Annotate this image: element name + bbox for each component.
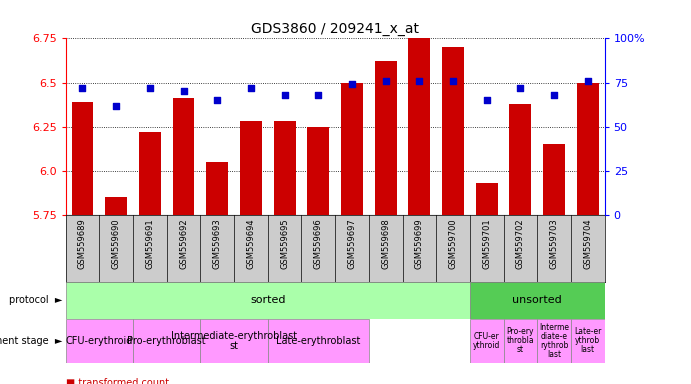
Point bbox=[549, 92, 560, 98]
Point bbox=[414, 78, 425, 84]
Text: GSM559689: GSM559689 bbox=[78, 218, 87, 269]
Text: Late-erythroblast: Late-erythroblast bbox=[276, 336, 361, 346]
Bar bbox=[504, 319, 537, 363]
Point bbox=[515, 85, 526, 91]
Bar bbox=[66, 319, 133, 363]
Point bbox=[313, 92, 324, 98]
Bar bbox=[200, 319, 267, 363]
Bar bbox=[571, 319, 605, 363]
Point bbox=[245, 85, 256, 91]
Text: GSM559697: GSM559697 bbox=[348, 218, 357, 269]
Point bbox=[178, 88, 189, 94]
Text: development stage  ►: development stage ► bbox=[0, 336, 62, 346]
Bar bbox=[341, 83, 363, 215]
Text: GSM559696: GSM559696 bbox=[314, 218, 323, 269]
Text: Pro-erythroblast: Pro-erythroblast bbox=[127, 336, 206, 346]
Text: CFU-er
ythroid: CFU-er ythroid bbox=[473, 332, 500, 350]
Bar bbox=[207, 162, 228, 215]
Text: ■ transformed count: ■ transformed count bbox=[66, 378, 169, 384]
Bar bbox=[375, 61, 397, 215]
Bar bbox=[105, 197, 127, 215]
Text: GSM559703: GSM559703 bbox=[549, 218, 558, 269]
Bar bbox=[408, 21, 430, 215]
Text: GSM559695: GSM559695 bbox=[280, 218, 289, 269]
Text: GSM559704: GSM559704 bbox=[583, 218, 592, 269]
Text: Intermediate-erythroblast
st: Intermediate-erythroblast st bbox=[171, 331, 297, 351]
Text: GSM559701: GSM559701 bbox=[482, 218, 491, 269]
Bar bbox=[476, 183, 498, 215]
Bar bbox=[274, 121, 296, 215]
Text: GSM559700: GSM559700 bbox=[448, 218, 457, 269]
Title: GDS3860 / 209241_x_at: GDS3860 / 209241_x_at bbox=[251, 22, 419, 36]
Text: GSM559692: GSM559692 bbox=[179, 218, 188, 269]
Text: sorted: sorted bbox=[250, 295, 285, 306]
Point bbox=[346, 81, 357, 88]
Text: GSM559693: GSM559693 bbox=[213, 218, 222, 269]
Point bbox=[77, 85, 88, 91]
Point bbox=[111, 103, 122, 109]
Bar bbox=[307, 127, 329, 215]
Text: CFU-erythroid: CFU-erythroid bbox=[66, 336, 133, 346]
Bar bbox=[268, 319, 369, 363]
Bar bbox=[240, 121, 262, 215]
Text: Interme
diate-e
rythrob
last: Interme diate-e rythrob last bbox=[539, 323, 569, 359]
Bar bbox=[173, 98, 194, 215]
Text: Late-er
ythrob
last: Late-er ythrob last bbox=[574, 327, 601, 354]
Bar bbox=[470, 282, 605, 319]
Bar bbox=[133, 319, 200, 363]
Bar bbox=[543, 144, 565, 215]
Text: GSM559691: GSM559691 bbox=[145, 218, 154, 269]
Text: GSM559698: GSM559698 bbox=[381, 218, 390, 269]
Text: Pro-ery
throbla
st: Pro-ery throbla st bbox=[507, 327, 534, 354]
Text: GSM559699: GSM559699 bbox=[415, 218, 424, 269]
Point bbox=[481, 97, 492, 103]
Point bbox=[448, 78, 459, 84]
Bar bbox=[442, 47, 464, 215]
Point bbox=[583, 78, 594, 84]
Text: unsorted: unsorted bbox=[513, 295, 562, 306]
Bar bbox=[538, 319, 571, 363]
Point bbox=[279, 92, 290, 98]
Text: GSM559694: GSM559694 bbox=[247, 218, 256, 269]
Bar bbox=[66, 282, 470, 319]
Point bbox=[144, 85, 155, 91]
Text: protocol  ►: protocol ► bbox=[9, 295, 62, 306]
Text: GSM559702: GSM559702 bbox=[516, 218, 525, 269]
Bar bbox=[139, 132, 161, 215]
Bar bbox=[509, 104, 531, 215]
Bar bbox=[72, 102, 93, 215]
Bar bbox=[470, 319, 504, 363]
Bar bbox=[577, 83, 598, 215]
Text: GSM559690: GSM559690 bbox=[112, 218, 121, 269]
Point bbox=[211, 97, 223, 103]
Point bbox=[380, 78, 391, 84]
